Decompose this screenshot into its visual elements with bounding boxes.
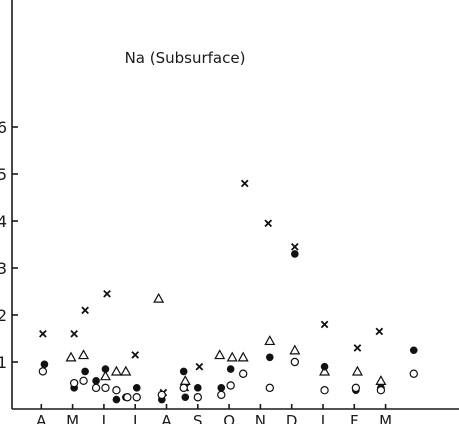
data-point-open-circle: [69, 378, 79, 388]
data-point-open-circle: [238, 369, 248, 378]
x-month-label: J: [320, 412, 325, 424]
data-point-open-circle: [193, 393, 202, 402]
data-point-filled-circle: [112, 395, 121, 404]
data-point-open-triangle: [351, 365, 363, 376]
data-point-cross: [39, 329, 47, 338]
x-month-label: M: [379, 412, 392, 424]
data-point-open-triangle: [65, 351, 77, 362]
data-point-open-circle: [157, 390, 167, 400]
x-month-label: S: [193, 412, 203, 424]
chart-title: Na (Subsurface): [125, 49, 246, 67]
data-point-open-triangle: [226, 351, 238, 362]
data-point-cross: [81, 306, 89, 315]
data-point-open-triangle: [319, 365, 331, 376]
data-point-cross: [131, 351, 140, 359]
y-tick-label: 2: [0, 306, 7, 325]
data-point-cross: [195, 362, 204, 371]
data-point-filled-circle: [320, 362, 329, 371]
data-point-open-circle: [179, 383, 188, 393]
x-month-label: M: [66, 412, 79, 424]
data-point-open-triangle: [264, 335, 276, 346]
data-point-cross: [103, 290, 111, 298]
y-tick-label: 5: [0, 165, 7, 184]
data-point-open-triangle: [375, 375, 387, 385]
data-point-filled-circle: [217, 384, 226, 392]
data-point-filled-circle: [40, 360, 49, 369]
x-month-label: A: [36, 412, 47, 424]
y-tick-label: 3: [0, 259, 7, 278]
data-point-open-circle: [376, 386, 386, 395]
data-point-filled-circle: [92, 377, 100, 385]
data-point-filled-circle: [291, 250, 299, 258]
data-point-filled-circle: [265, 353, 274, 362]
data-point-filled-circle: [194, 384, 202, 392]
y-axis-ticks: 1 2 3 4 5 6: [0, 118, 18, 372]
data-point-open-circle: [226, 381, 235, 390]
data-point-filled-circle: [179, 367, 188, 376]
data-point-open-circle: [101, 383, 110, 393]
data-point-open-circle: [123, 393, 132, 402]
data-points: [38, 179, 418, 404]
data-point-filled-circle: [409, 346, 418, 355]
data-point-open-triangle: [179, 375, 191, 385]
data-point-filled-circle: [132, 384, 141, 392]
data-point-open-circle: [265, 383, 274, 393]
x-month-label: J: [132, 412, 137, 424]
data-point-open-triangle: [214, 349, 226, 360]
data-point-open-triangle: [237, 351, 249, 362]
data-point-cross: [375, 327, 384, 336]
data-point-open-circle: [79, 376, 88, 385]
data-point-open-circle: [320, 386, 329, 395]
data-point-open-circle: [132, 393, 141, 402]
data-point-open-circle: [38, 367, 48, 376]
data-point-open-circle: [409, 369, 418, 378]
x-month-label: F: [350, 412, 359, 424]
data-point-open-circle: [217, 390, 226, 400]
x-month-label: D: [286, 412, 298, 424]
y-tick-label: 1: [0, 353, 7, 372]
x-month-label: A: [161, 412, 172, 424]
x-month-label: N: [255, 412, 266, 424]
data-point-open-triangle: [120, 365, 132, 376]
data-point-open-circle: [112, 386, 121, 395]
x-month-label: O: [223, 412, 235, 424]
data-point-filled-circle: [226, 365, 235, 373]
data-point-open-circle: [351, 383, 361, 393]
data-point-cross: [290, 243, 299, 251]
data-point-filled-circle: [81, 367, 89, 376]
x-month-label: J: [101, 412, 106, 424]
data-point-cross: [353, 344, 362, 352]
y-tick-label: 6: [0, 118, 7, 137]
data-point-open-triangle: [153, 292, 165, 303]
data-point-filled-circle: [181, 393, 190, 402]
data-point-filled-circle: [101, 365, 110, 373]
data-point-cross: [240, 179, 249, 188]
data-point-open-circle: [290, 357, 300, 367]
data-point-cross: [264, 219, 273, 228]
data-point-cross: [70, 329, 79, 338]
data-point-open-circle: [91, 383, 101, 393]
data-point-open-triangle: [289, 344, 301, 355]
data-point-cross: [320, 320, 329, 329]
data-point-open-triangle: [110, 365, 122, 376]
data-point-open-triangle: [78, 349, 90, 360]
data-point-open-triangle: [99, 370, 111, 381]
y-tick-label: 4: [0, 212, 7, 231]
